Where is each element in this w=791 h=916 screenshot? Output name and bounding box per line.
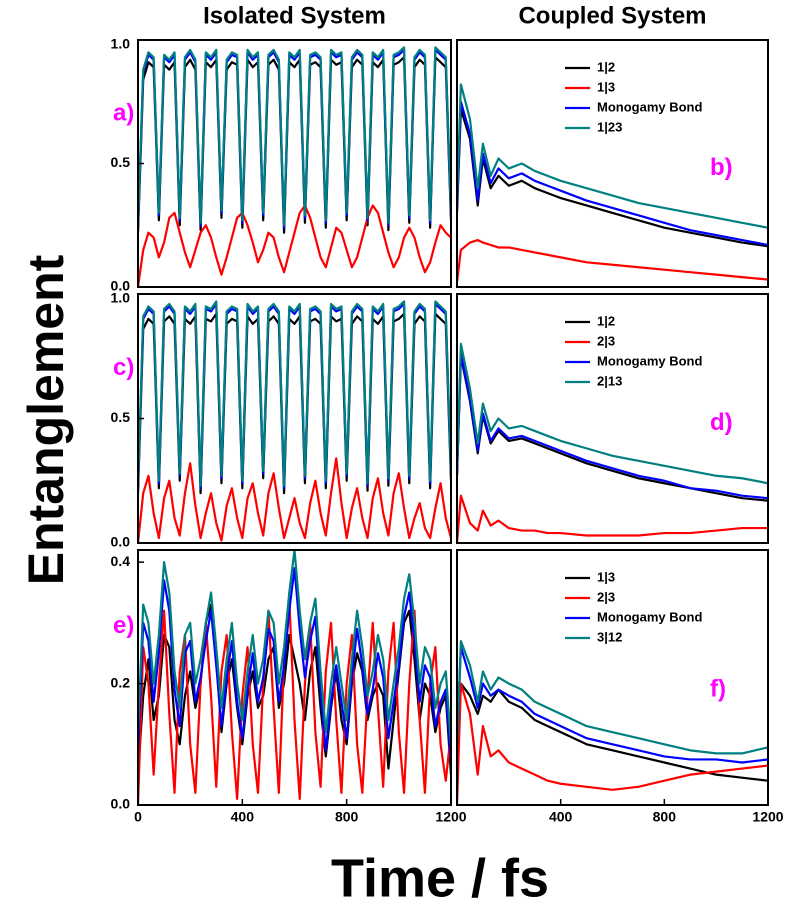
legend-label: 1|2 [597, 59, 615, 74]
series-line [457, 639, 768, 755]
x-axis-label: Time / fs [331, 848, 549, 908]
series-line [457, 342, 768, 485]
x-tick-label: 800 [335, 809, 359, 825]
series-line [138, 302, 451, 490]
series-line [138, 550, 451, 745]
x-tick-label: 400 [231, 809, 255, 825]
legend-label: 1|3 [597, 569, 615, 584]
x-tick-label: 800 [653, 809, 677, 825]
y-tick-label: 0.0 [111, 534, 131, 550]
x-tick-label: 1200 [435, 809, 466, 825]
legend-label: 1|3 [597, 79, 615, 94]
series-line [138, 312, 451, 495]
legend-label: Monogamy Bond [597, 353, 702, 368]
panel-label: c) [113, 354, 134, 381]
y-tick-label: 0.0 [111, 278, 131, 294]
column-title: Coupled System [518, 2, 706, 29]
series-line [457, 682, 768, 805]
series-line [138, 48, 451, 229]
series-line [457, 494, 768, 543]
plot-frame [456, 39, 769, 288]
legend-label: 2|13 [597, 373, 622, 388]
series-line [138, 56, 451, 234]
panel-label: f) [710, 676, 726, 703]
series-line [138, 46, 451, 227]
plot-frame [456, 293, 769, 544]
series-line [457, 238, 768, 283]
series-line [138, 567, 451, 763]
panel-label: e) [113, 612, 134, 639]
x-tick-label: 0 [134, 809, 142, 825]
y-tick-label: 0.5 [111, 154, 131, 170]
y-tick-label: 1.0 [111, 290, 131, 306]
y-tick-label: 0.0 [111, 796, 131, 812]
legend-label: 2|3 [597, 589, 615, 604]
panel-label: b) [710, 154, 733, 181]
panel-label: a) [113, 99, 134, 126]
legend-label: 2|3 [597, 333, 615, 348]
column-title: Isolated System [203, 2, 386, 29]
x-tick-label: 400 [549, 809, 573, 825]
y-tick-label: 0.5 [111, 409, 131, 425]
y-tick-label: 0.2 [111, 674, 131, 690]
series-line [138, 457, 451, 543]
series-line [457, 83, 768, 229]
legend-label: Monogamy Bond [597, 609, 702, 624]
legend-label: Monogamy Bond [597, 99, 702, 114]
series-line [138, 603, 451, 775]
plot-frame [137, 549, 452, 806]
y-axis-label: Entanglement [18, 254, 74, 585]
series-line [457, 682, 768, 782]
series-line [457, 352, 768, 500]
panel-label: d) [710, 409, 733, 436]
legend-label: 1|2 [597, 313, 615, 328]
series-line [138, 300, 451, 487]
y-tick-label: 1.0 [111, 36, 131, 52]
series-line [138, 204, 451, 287]
legend-label: 3|12 [597, 629, 622, 644]
series-line [138, 597, 451, 805]
y-tick-label: 0.4 [111, 553, 131, 569]
legend-label: 1|23 [597, 119, 622, 134]
series-line [457, 646, 768, 764]
x-tick-label: 1200 [752, 809, 783, 825]
series-line [457, 100, 768, 247]
plot-frame [456, 549, 769, 806]
